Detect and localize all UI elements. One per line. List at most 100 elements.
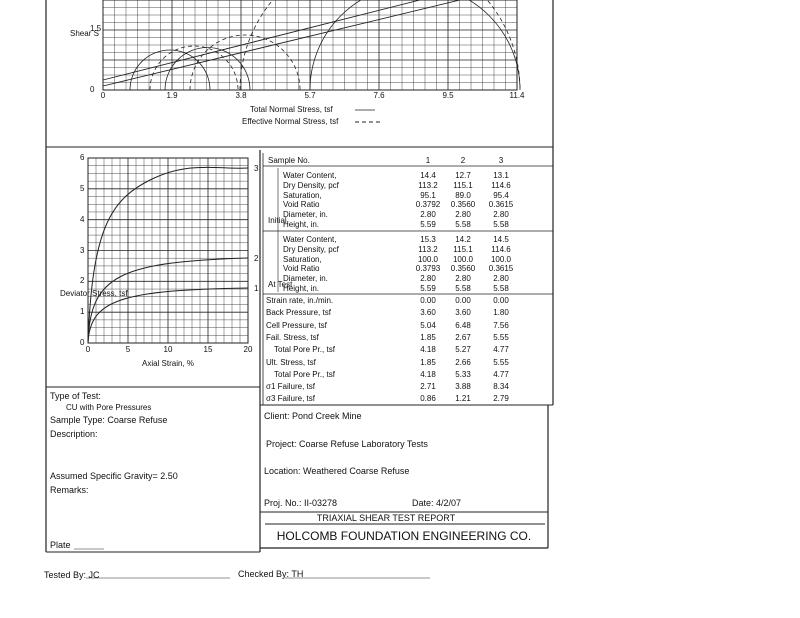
mohr-circle [189,34,301,91]
cell: 113.2 [418,244,438,254]
x-tick-label: 0 [100,91,106,100]
mohr-circle [309,0,521,91]
cell: 114.6 [491,180,511,190]
row-label: Void Ratio [283,264,320,274]
row-label: Diameter, in. [283,274,328,284]
field: Location: Weathered Coarse Refuse [264,466,410,476]
cell: 5.59 [420,220,436,229]
x-tick-label: 1.9 [166,91,178,100]
cell: 0.3792 [415,200,441,210]
cell: 14.5 [493,235,509,244]
field: Date: 4/2/07 [412,498,462,508]
cell: 0.3793 [415,264,441,274]
mohr-circle [164,47,251,91]
mohr-circle [129,49,211,91]
cell: 7.56 [493,320,509,330]
table-header: 3 [498,156,504,165]
curve [87,257,249,344]
y-tick-label: 2 [80,276,85,286]
table-header: 1 [425,156,431,165]
legend-entry: Effective Normal Stress, tsf [242,117,339,126]
cell: 14.2 [455,235,471,244]
row-label: Void Ratio [283,200,320,210]
row-label: Cell Pressure, tsf [266,320,327,330]
row-label: Dry Density, pcf [283,244,339,254]
cell: 2.66 [455,357,471,367]
cell: 5.59 [420,284,436,293]
cell: 1.21 [455,394,471,404]
row-label: σ1 Failure, tsf [266,382,315,392]
y-tick-label: 1 [80,307,85,317]
mohr-circle [239,0,521,91]
cell: 0.3615 [488,200,514,210]
x-tick-label: 10 [163,345,173,354]
cell: 115.1 [453,180,473,190]
cell: 3.60 [455,308,471,318]
cell: 2.80 [493,274,509,284]
row-label: Saturation, [283,190,322,200]
curve [87,166,249,344]
cell: 4.77 [493,369,509,379]
cell: 1.80 [493,308,509,318]
y-tick-label: 4 [80,214,85,224]
row-label: Ult. Stress, tsf [266,357,316,367]
cell: 5.58 [455,220,471,229]
row-label: Strain rate, in./min. [266,296,334,305]
cell: 100.0 [417,254,439,264]
curve-label: 1 [254,284,259,293]
cell: 95.4 [493,190,509,200]
field: Client: Pond Creek Mine [264,411,362,421]
group-label: At Test [268,280,293,289]
cell: 2.80 [455,210,471,220]
row-label: Back Pressure, tsf [266,308,331,318]
y-tick-label: 5 [80,183,85,193]
x-tick-label: 9.5 [442,91,454,100]
cell: 0.86 [420,394,436,404]
x-tick-label: 7.6 [373,91,385,100]
cell: 5.27 [455,345,471,355]
row-label: Saturation, [283,254,322,264]
cell: 5.58 [493,220,509,229]
cell: 0.00 [493,296,509,305]
cell: 2.80 [493,210,509,220]
x-tick-label: 5.7 [304,91,316,100]
y-tick-label: 1.5 [90,24,102,33]
cell: 3.60 [420,308,436,318]
field: Type of Test: [50,391,101,401]
cell: 95.1 [420,190,436,200]
cell: 1.85 [420,332,436,342]
row-label: Dry Density, pcf [283,180,339,190]
cell: 2.67 [455,332,471,342]
cell: 0.3560 [450,200,476,210]
cell: 5.55 [493,332,509,342]
row-label: Water Content, [283,171,337,180]
cell: 14.4 [420,171,436,180]
row-label: Diameter, in. [283,210,328,220]
plot-border [87,157,249,344]
row-label: σ3 Failure, tsf [266,394,315,404]
cell: 114.6 [491,244,511,254]
row-label: Height, in. [283,220,320,229]
y-tick-label: 3 [80,245,85,255]
cell: 0.00 [420,296,436,305]
y-axis-label: Shear S [70,29,99,38]
row-label: Water Content, [283,235,337,244]
cell: 1.85 [420,357,436,367]
group-label: Initial [268,216,287,225]
curve [87,287,249,344]
y-axis-label: Deviator Stress, tsf [60,289,128,298]
cell: 5.33 [455,369,471,379]
cell: 4.18 [420,345,436,355]
row-label: Total Pore Pr., tsf [274,369,335,379]
x-tick-label: 5 [125,345,131,354]
cell: 6.48 [455,320,471,330]
y-tick-label: 0 [90,85,95,94]
cell: 113.2 [418,180,438,190]
x-tick-label: 20 [243,345,253,354]
row-label: Total Pore Pr., tsf [274,345,335,355]
field: Checked By: TH [238,569,304,579]
cell: 100.0 [452,254,474,264]
field: Project: Coarse Refuse Laboratory Tests [266,439,428,449]
